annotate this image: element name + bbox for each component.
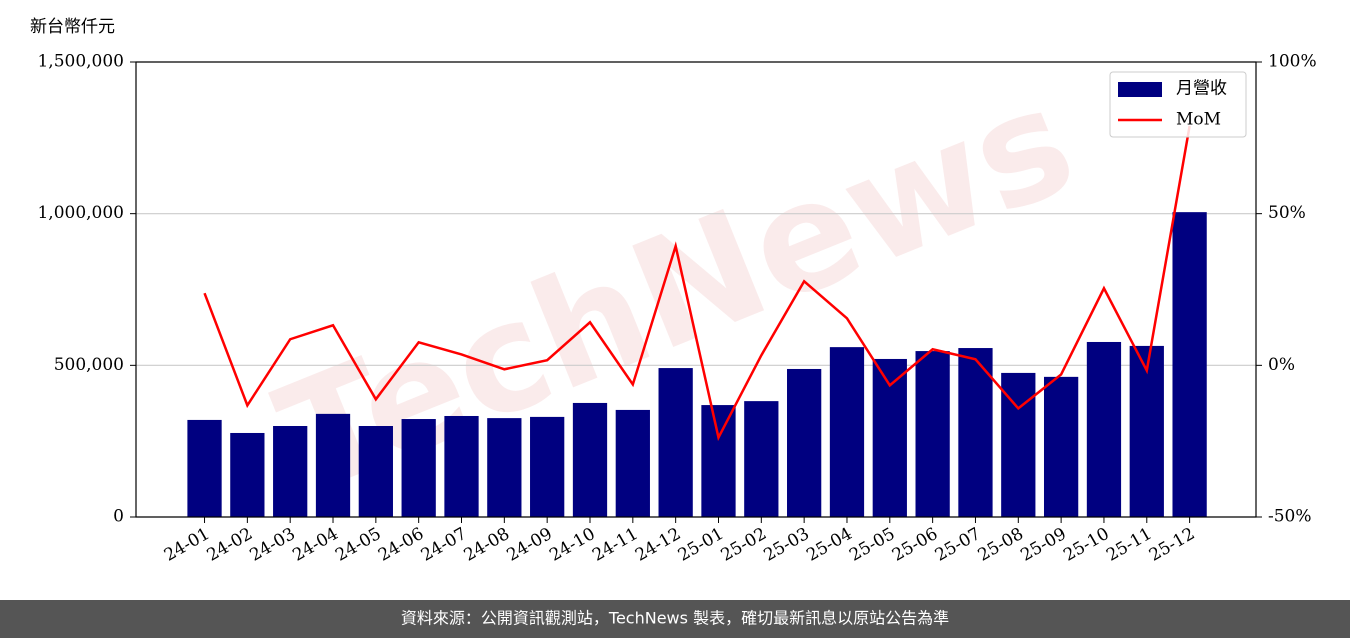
bar [530,416,565,517]
bar [273,426,308,517]
x-tick-label: 25-09 [1017,524,1069,566]
x-tick-label: 24-03 [246,524,298,566]
x-tick-label: 25-10 [1060,524,1112,566]
x-tick-label: 24-12 [632,524,684,566]
y-unit-label: 新台幣仟元 [30,17,115,37]
y2-tick-label: 50% [1268,203,1306,223]
x-tick-label: 25-04 [803,524,855,566]
bar [915,351,950,517]
bar [401,419,436,517]
y2-tick-label: -50% [1268,507,1312,527]
legend-label: 月營收 [1176,79,1227,99]
bar [1172,212,1207,517]
y-tick-label: 1,000,000 [37,203,124,223]
x-tick-label: 24-07 [418,524,470,566]
x-tick-label: 25-02 [718,524,770,566]
y-tick-label: 1,500,000 [37,52,124,72]
x-tick-label: 24-11 [589,524,641,566]
bar [1086,341,1122,517]
bar [829,347,865,517]
bar [787,368,822,517]
y2-tick-label: 0% [1268,355,1295,375]
x-tick-label: 25-07 [932,524,984,566]
y-tick-label: 0 [113,507,124,527]
x-tick-label: 24-08 [461,524,513,566]
x-tick-label: 24-10 [546,524,598,566]
footer: 資料來源：公開資訊觀測站，TechNews 製表，確切最新訊息以原站公告為準 [401,609,949,628]
x-tick-label: 24-04 [289,524,341,566]
legend-label: MoM [1176,110,1221,130]
bar [487,418,522,517]
x-tick-label: 25-06 [889,524,941,566]
x-tick-label: 25-05 [846,524,898,566]
bar [572,402,608,517]
x-tick-label: 25-11 [1103,524,1155,566]
bar [872,358,907,517]
x-tick-label: 24-09 [503,524,555,566]
bar [701,405,736,517]
y-tick-label: 500,000 [54,355,124,375]
x-tick-label: 24-05 [332,524,384,566]
plot-frame [135,61,1257,518]
bar [958,348,993,517]
bar [658,368,693,517]
bar [1043,376,1079,517]
legend-swatch [1118,82,1162,97]
bar [358,426,393,517]
x-tick-label: 25-12 [1146,524,1198,566]
x-tick-label: 25-08 [975,524,1027,566]
x-tick-label: 25-01 [675,524,727,566]
bar [187,419,222,517]
line [203,125,1191,442]
bar [315,413,351,517]
bar [615,409,650,517]
x-tick-label: 24-06 [375,524,427,566]
bar [744,401,779,517]
bar [1129,345,1164,517]
y2-tick-label: 100% [1268,52,1317,72]
x-tick-label: 25-03 [760,524,812,566]
bar [444,415,479,517]
x-tick-label: 24-02 [204,524,256,566]
bar [230,432,265,517]
footer-bar [0,600,1350,638]
x-tick-label: 24-01 [161,524,213,566]
